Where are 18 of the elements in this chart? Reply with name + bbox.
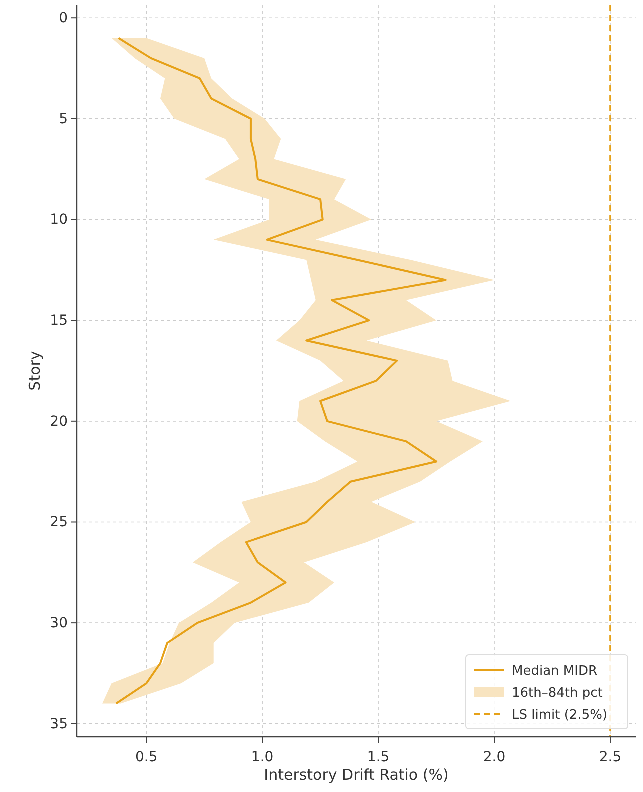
- x-tick-label: 2.0: [483, 749, 506, 766]
- y-tick-label: 0: [59, 10, 68, 27]
- y-tick-label: 25: [50, 514, 68, 531]
- x-tick-label: 1.0: [251, 749, 274, 766]
- legend-label: 16th–84th pct: [512, 686, 603, 701]
- y-tick-label: 35: [50, 716, 68, 732]
- x-tick-label: 2.5: [599, 749, 622, 766]
- x-axis-title: Interstory Drift Ratio (%): [264, 766, 449, 784]
- x-tick-label: 0.5: [135, 749, 158, 766]
- legend-label: Median MIDR: [512, 664, 598, 679]
- y-tick-label: 30: [50, 616, 68, 632]
- y-axis-title: Story: [26, 351, 44, 391]
- y-tick-label: 20: [50, 414, 68, 430]
- y-tick-label: 15: [50, 313, 68, 330]
- x-tick-label: 1.5: [367, 749, 390, 766]
- ref-line-label: LS limit (2.5%): [512, 708, 608, 723]
- y-tick-label: 10: [50, 212, 68, 228]
- y-tick-label: 5: [59, 111, 68, 128]
